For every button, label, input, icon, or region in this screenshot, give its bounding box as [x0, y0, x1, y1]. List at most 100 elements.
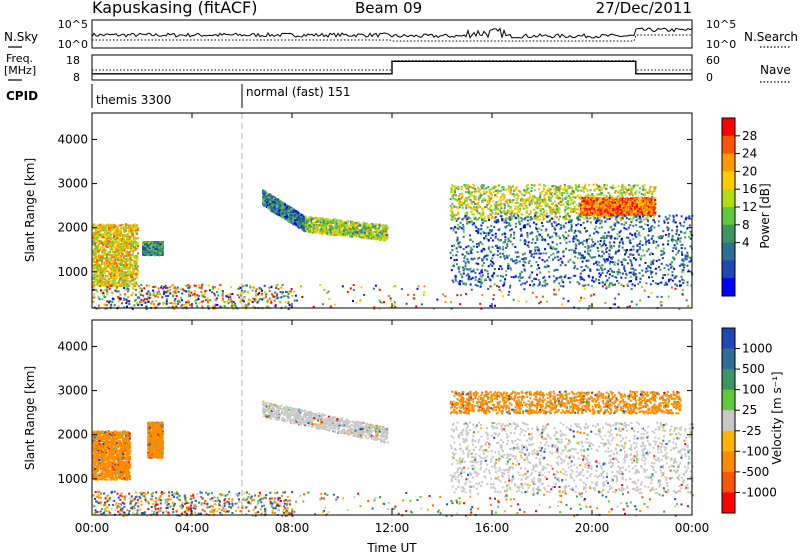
scatter-cell: [121, 268, 124, 271]
scatter-cell: [128, 250, 131, 253]
cpid-label: CPID: [6, 89, 38, 103]
scatter-cell: [328, 218, 331, 221]
scatter-cell: [114, 261, 117, 264]
scatter-cell: [576, 186, 579, 189]
scatter-cell: [303, 229, 306, 232]
scatter-cell: [109, 247, 112, 250]
scatter-cell: [135, 262, 138, 265]
scatter-cell: [281, 210, 284, 213]
scatter-cell: [123, 265, 126, 268]
scatter-cell: [345, 228, 348, 231]
scatter-cell: [94, 263, 97, 266]
scatter-cell: [468, 192, 471, 195]
scatter-cell: [104, 259, 107, 262]
scatter-cell: [319, 221, 322, 224]
freq-tick-bottom: 8: [73, 71, 80, 84]
scatter-cell: [469, 217, 472, 220]
scatter-cell: [371, 226, 374, 228]
scatter-cell: [114, 269, 117, 271]
scatter-cell: [364, 227, 367, 230]
scatter-cell: [103, 266, 105, 269]
scatter-cell: [115, 229, 117, 232]
scatter-cell: [96, 282, 99, 285]
scatter-cell: [570, 185, 573, 188]
scatter-cell: [131, 233, 134, 236]
scatter-cell: [532, 200, 535, 203]
scatter-cell: [125, 278, 128, 281]
scatter-cell: [566, 212, 569, 215]
scatter-cell: [152, 253, 155, 256]
scatter-cell: [308, 230, 311, 233]
scatter-cell: [558, 187, 561, 190]
scatter-cell: [128, 273, 130, 276]
scatter-cell: [352, 224, 354, 227]
scatter-cell: [135, 237, 138, 240]
scatter-cell: [332, 221, 335, 224]
scatter-cell: [107, 278, 110, 280]
scatter-cell: [105, 285, 108, 287]
scatter-cell: [358, 232, 361, 235]
scatter-cell: [105, 264, 108, 267]
scatter-cell: [104, 226, 107, 229]
scatter-cell: [470, 202, 473, 205]
scatter-cell: [549, 211, 552, 214]
scatter-cell: [119, 250, 122, 253]
scatter-cell: [150, 247, 153, 250]
nave-trace: [92, 60, 692, 71]
scatter-cell: [308, 220, 311, 223]
scatter-cell: [135, 275, 138, 278]
scatter-cell: [349, 235, 351, 238]
scatter-cell: [378, 229, 381, 232]
scatter-cell: [370, 233, 373, 235]
scatter-cell: [381, 226, 384, 229]
scatter-cell: [100, 259, 103, 262]
scatter-cell: [358, 224, 361, 226]
scatter-cell: [345, 233, 348, 236]
scatter-cell: [106, 240, 108, 243]
scatter-cell: [117, 232, 120, 235]
scatter-cell: [126, 240, 129, 243]
scatter-cell: [137, 265, 139, 267]
scatter-cell: [363, 231, 366, 234]
scatter-cell: [372, 236, 375, 239]
scatter-cell: [631, 189, 633, 192]
scatter-cell: [494, 205, 497, 208]
scatter-cell: [279, 213, 282, 216]
scatter-cell: [96, 264, 99, 267]
scatter-cell: [116, 264, 119, 267]
scatter-cell: [121, 263, 124, 266]
scatter-cell: [92, 227, 95, 230]
scatter-cell: [622, 217, 624, 220]
scatter-cell: [464, 186, 467, 189]
scatter-cell: [272, 211, 275, 214]
scatter-cell: [554, 192, 556, 195]
scatter-cell: [482, 184, 485, 187]
cpid-mode-1: themis 3300: [96, 93, 171, 107]
scatter-cell: [123, 248, 126, 251]
scatter-cell: [278, 212, 281, 215]
scatter-cell: [622, 200, 625, 203]
scatter-cell: [127, 280, 130, 283]
scatter-cell: [371, 223, 374, 226]
scatter-cell: [119, 237, 122, 240]
scatter-cell: [94, 273, 97, 276]
freq-tick-top: 18: [66, 54, 80, 67]
scatter-cell: [321, 224, 324, 227]
scatter-cell: [111, 265, 114, 268]
scatter-cell: [262, 192, 265, 194]
noise-left-tick-top: 10^5: [58, 18, 88, 31]
scatter-cell: [606, 184, 608, 187]
scatter-cell: [112, 251, 115, 253]
scatter-cell: [378, 227, 381, 230]
scatter-cell: [343, 225, 346, 228]
scatter-cell: [347, 226, 350, 229]
scatter-cell: [359, 235, 362, 238]
scatter-cell: [109, 277, 111, 280]
scatter-cell: [343, 231, 346, 234]
scatter-cell: [285, 209, 287, 212]
scatter-cell: [132, 242, 135, 245]
scatter-cell: [467, 189, 470, 192]
scatter-cell: [109, 229, 112, 232]
scatter-cell: [125, 283, 128, 286]
scatter-cell: [316, 227, 319, 230]
